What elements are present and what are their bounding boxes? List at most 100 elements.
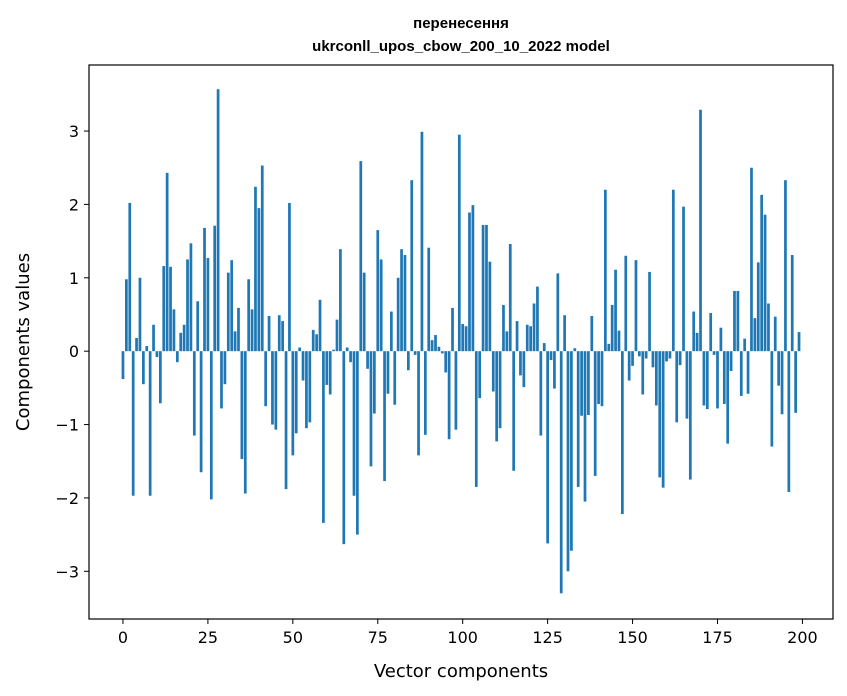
bar [600,351,604,407]
bar [512,351,516,471]
x-tick-label: 175 [702,628,733,647]
bar [379,259,383,352]
bar [784,180,787,352]
bar [787,351,791,493]
bar [451,307,454,352]
bar [203,227,206,352]
bar [362,272,366,352]
bar [593,351,597,476]
bar [587,351,590,416]
bar [386,351,390,394]
bar [342,351,346,545]
x-axis-label: Vector components [374,661,548,682]
bar [264,351,268,407]
bar [699,109,702,352]
bar [661,351,665,488]
bar [638,351,641,357]
bar [597,351,600,404]
bar [138,277,142,352]
bar [189,243,193,352]
bar [498,351,502,429]
bar [142,351,145,385]
bar [366,351,369,369]
bar [621,351,624,515]
bar [288,202,291,352]
bar [437,346,441,352]
bar [226,272,230,352]
bar [135,337,138,352]
bar [457,134,461,352]
x-tick-label: 100 [447,628,478,647]
bar [230,260,234,352]
bar [403,255,407,352]
bar [390,311,393,352]
bar [495,351,499,442]
bar [607,343,611,352]
bar [756,262,760,352]
bar [471,205,475,352]
bar [556,273,560,352]
bar [695,332,699,352]
x-tick-label: 25 [198,628,218,647]
bar [641,351,645,395]
bar [233,331,237,352]
bar [716,351,719,409]
bar [209,351,213,500]
bar [440,351,444,354]
bar [654,351,658,406]
bar [461,324,465,352]
bar [175,351,179,363]
bar [240,351,244,460]
bar [709,313,713,352]
bar [349,351,352,363]
bar [478,351,482,399]
plot-frame [88,64,834,620]
chart-subtitle: ukrconll_upos_cbow_200_10_2022 model [312,38,610,55]
bar [719,327,723,352]
bar [736,291,740,352]
bar [162,266,166,352]
bar [152,324,155,352]
bar [675,351,679,423]
bar [250,309,254,352]
bar [590,315,594,352]
bar [464,326,468,352]
x-tick-label: 125 [532,628,563,647]
bar [284,351,288,490]
bar [746,351,750,394]
bar [315,334,318,352]
bar [658,351,662,478]
bar [318,299,322,352]
bar [430,340,434,352]
bar [665,351,668,362]
x-axis-ticks: 0 25 50 75 100 125 150 175 200 [118,619,818,647]
bars-group [121,89,801,594]
y-axis-label: Components values [13,253,34,431]
bar [610,304,614,352]
bar [519,351,522,376]
bar [515,321,519,352]
bar [542,343,546,352]
bar [352,351,356,496]
bar [702,351,706,406]
bar [410,180,414,352]
bar [780,351,784,415]
bar [777,351,780,386]
bar [294,351,298,434]
bar [631,351,634,366]
bar [502,304,505,352]
bar [121,351,125,380]
bar [427,247,431,352]
bar [705,351,709,410]
bar [155,351,159,358]
bar [305,351,308,429]
bar [356,351,359,535]
bar [192,351,196,436]
bar [359,161,363,352]
y-tick-label: 3 [69,122,79,141]
bar [298,347,301,352]
bar [413,351,417,355]
y-tick-label: −1 [55,416,79,435]
bar [743,338,747,352]
